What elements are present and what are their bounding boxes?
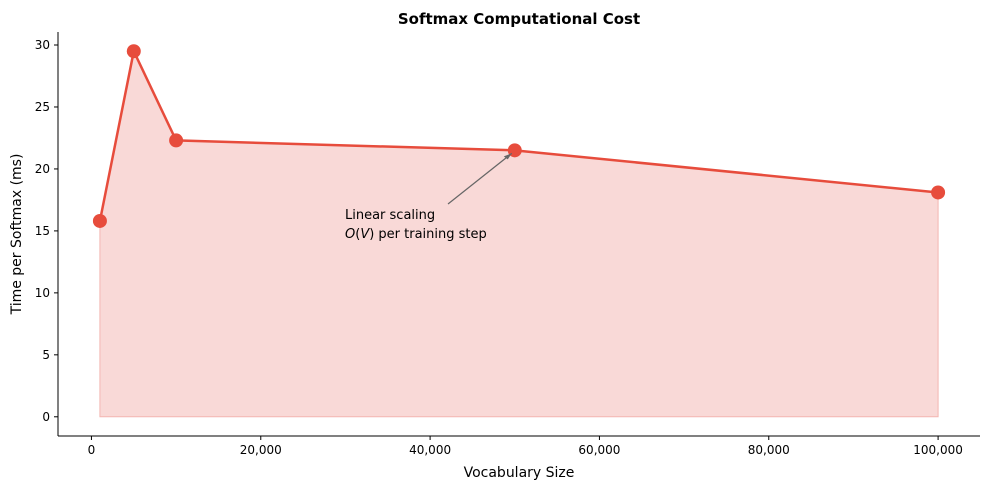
data-point-0: [92, 213, 107, 228]
x-tick-label: 100,000: [913, 443, 963, 457]
data-point-2: [169, 133, 184, 148]
chart-title: Softmax Computational Cost: [398, 10, 640, 28]
y-tick-label: 10: [35, 286, 50, 300]
x-tick-label: 0: [88, 443, 96, 457]
y-tick-label: 30: [35, 38, 50, 52]
y-tick-label: 20: [35, 162, 50, 176]
y-tick-label: 5: [42, 348, 50, 362]
annotation-arrowhead: [503, 153, 512, 160]
x-tick-label: 60,000: [578, 443, 620, 457]
data-point-4: [931, 185, 946, 200]
annotation-line2: O(V) per training step: [345, 227, 487, 242]
y-tick-label: 25: [35, 100, 50, 114]
x-tick-label: 40,000: [409, 443, 451, 457]
x-tick-label: 80,000: [748, 443, 790, 457]
annotation-arrow: [447, 152, 513, 205]
annotation-line1: Linear scaling: [345, 208, 435, 223]
plot-area: 0 20,000 40,000 60,000 80,000 100,000 0 5 10 15 20…: [35, 32, 980, 457]
x-tick-label: 20,000: [240, 443, 282, 457]
x-axis-label: Vocabulary Size: [464, 465, 575, 481]
annotation-text: Linear scaling O(V) per training step: [345, 208, 487, 242]
area-fill: [99, 49, 939, 418]
data-point-1: [126, 44, 141, 59]
y-tick-label: 15: [35, 224, 50, 238]
y-axis-label: Time per Softmax (ms): [9, 154, 25, 316]
y-tick-label: 0: [42, 410, 50, 424]
